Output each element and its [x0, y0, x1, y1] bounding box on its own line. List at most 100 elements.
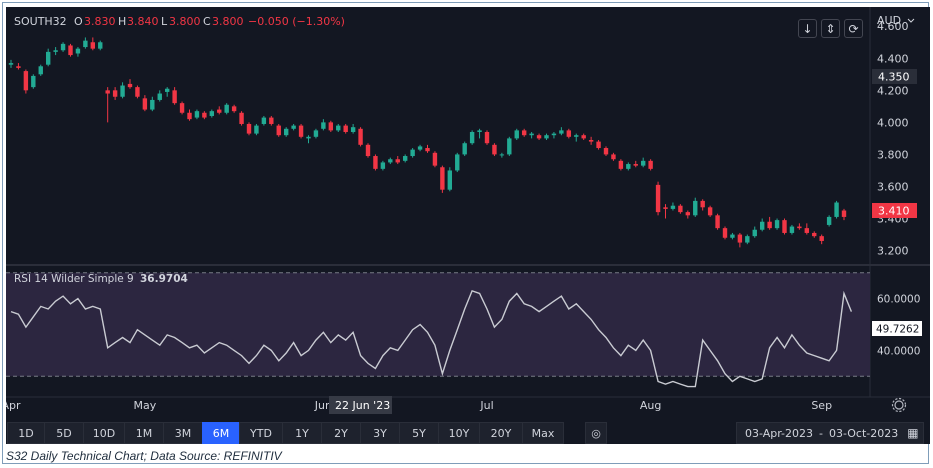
range-button-ytd[interactable]: YTD [239, 422, 283, 444]
candle-body [194, 111, 200, 118]
date-range-picker[interactable]: 03-Apr-2023 - 03-Oct-2023 ▦ [736, 422, 924, 444]
range-button-3m[interactable]: 3M [163, 422, 203, 444]
range-button-10y[interactable]: 10Y [438, 422, 480, 444]
candle-body [707, 207, 713, 216]
low-value: 3.800 [169, 15, 201, 28]
candle-body [306, 136, 311, 139]
candle-body [469, 131, 475, 144]
candle-body [246, 123, 252, 134]
candle-body [187, 112, 192, 120]
candle-body [484, 131, 490, 144]
time-axis-label: Apr [6, 399, 21, 412]
candle-body [693, 200, 698, 216]
date-from: 03-Apr-2023 [745, 426, 814, 440]
candle-body [358, 128, 363, 145]
candle-body [507, 138, 512, 155]
candle-body [31, 75, 36, 88]
candle-body [804, 228, 810, 233]
candle-body [224, 104, 229, 113]
candle-body [105, 90, 110, 94]
price-axis-label: 3.800 [877, 148, 909, 161]
candle-body [120, 85, 125, 97]
currency-label[interactable]: AUD [877, 14, 901, 27]
open-value: 3.830 [84, 15, 116, 28]
rsi-series-line [10, 290, 853, 388]
gear-icon[interactable] [891, 397, 907, 413]
candle-body [551, 133, 557, 136]
figure-caption: S32 Daily Technical Chart; Data Source: … [6, 449, 282, 463]
rsi-header-value: 36.9704 [140, 273, 188, 285]
candle-body [261, 117, 267, 124]
crosshair-date-tag [329, 396, 392, 414]
candle-body [648, 160, 653, 169]
candle-body [685, 212, 691, 216]
currency-chevron-icon[interactable] [907, 18, 915, 23]
candle-body [75, 48, 81, 54]
candle-body [328, 122, 334, 131]
candle-body [432, 152, 438, 166]
candle-body [544, 135, 549, 139]
range-button-1d[interactable]: 1D [7, 422, 45, 444]
high-value: 3.840 [127, 15, 159, 28]
candle-body [611, 154, 616, 160]
price-axis-label: 4.200 [877, 84, 909, 97]
candle-body [291, 125, 296, 129]
candle-body [499, 154, 505, 156]
candle-body [150, 99, 155, 110]
close-label: C [203, 15, 211, 28]
open-label: O [74, 15, 83, 28]
candle-body [90, 42, 96, 49]
expand-button[interactable]: ⇕ [821, 19, 840, 38]
range-button-5d[interactable]: 5D [44, 422, 84, 444]
range-button-5y[interactable]: 5Y [399, 422, 439, 444]
rsi-axis-label: 40.0000 [877, 345, 920, 357]
candle-body [514, 130, 519, 139]
candle-body [574, 135, 579, 137]
range-button-2y[interactable]: 2Y [321, 422, 361, 444]
candle-body [142, 98, 148, 110]
candle-body [715, 215, 720, 229]
candle-body [83, 40, 88, 48]
target-icon: ◎ [591, 426, 601, 440]
refresh-button[interactable]: ⟳ [844, 19, 863, 38]
candle-body [388, 159, 393, 163]
candle-body [410, 149, 415, 157]
candle-body [336, 125, 341, 131]
candle-body [752, 229, 757, 237]
chart-canvas[interactable]: 4.6004.4004.2004.0003.8003.6003.4003.200… [6, 7, 930, 444]
candle-body [269, 117, 274, 124]
candle-body [254, 125, 259, 134]
range-button-6m[interactable]: 6M [202, 422, 240, 444]
candle-body [373, 156, 378, 169]
range-button-10d[interactable]: 10D [83, 422, 125, 444]
candle-body [38, 66, 43, 75]
candle-body [217, 109, 222, 113]
candle-body [172, 90, 177, 104]
high-price-tag-text: 4.350 [878, 71, 910, 84]
candle-body [164, 88, 170, 92]
high-label: H [118, 15, 126, 28]
calendar-icon[interactable]: ▦ [907, 426, 919, 440]
time-axis-label: Jun [314, 399, 332, 412]
range-button-1y[interactable]: 1Y [282, 422, 322, 444]
candle-body [633, 164, 638, 166]
range-button-1m[interactable]: 1M [124, 422, 164, 444]
candle-body [425, 148, 430, 152]
price-axis-label: 4.400 [877, 52, 909, 65]
candle-body [730, 234, 735, 238]
candle-body [492, 144, 497, 155]
price-axis-label: 3.200 [877, 245, 909, 258]
arrow-down-button[interactable]: ↓ [798, 19, 817, 38]
candle-body [135, 87, 140, 97]
range-button-max[interactable]: Max [522, 422, 564, 444]
candle-body [417, 146, 423, 150]
range-button-3y[interactable]: 3Y [360, 422, 400, 444]
chart-panel[interactable]: 4.600 4.400 4.200 4.000 3.800 3.600 3.400 3.200… [6, 7, 930, 444]
candle-body [812, 232, 817, 237]
range-button-20y[interactable]: 20Y [479, 422, 523, 444]
candle-body [68, 45, 73, 56]
date-to: 03-Oct-2023 [829, 426, 899, 440]
last-price-tag [872, 203, 917, 218]
range-settings-button[interactable]: ◎ [585, 422, 607, 444]
candle-body [53, 50, 58, 52]
